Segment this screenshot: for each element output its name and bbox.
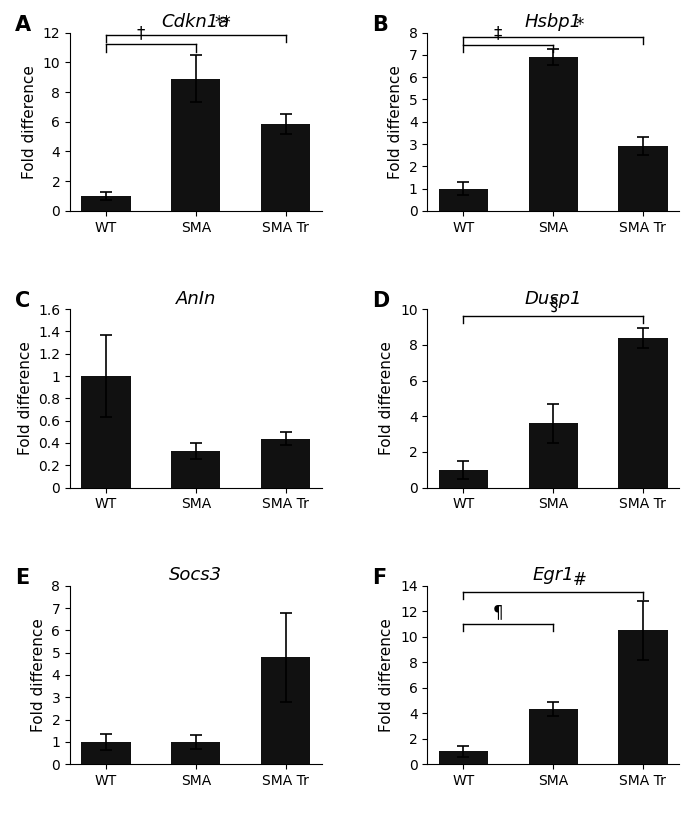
Text: D: D bbox=[372, 291, 389, 311]
Text: §: § bbox=[549, 296, 557, 314]
Text: C: C bbox=[15, 291, 30, 311]
Bar bbox=[261, 657, 310, 764]
Bar bbox=[439, 470, 488, 488]
Y-axis label: Fold difference: Fold difference bbox=[18, 341, 33, 455]
Bar bbox=[439, 189, 488, 211]
Text: A: A bbox=[15, 15, 31, 35]
Title: Cdkn1a: Cdkn1a bbox=[162, 13, 230, 31]
Bar bbox=[81, 742, 131, 764]
Text: E: E bbox=[15, 568, 29, 588]
Bar bbox=[618, 630, 668, 764]
Bar bbox=[261, 438, 310, 488]
Bar bbox=[528, 710, 578, 764]
Text: ‡: ‡ bbox=[494, 24, 502, 42]
Title: Hsbp1: Hsbp1 bbox=[524, 13, 582, 31]
Y-axis label: Fold difference: Fold difference bbox=[379, 341, 394, 455]
Title: Dusp1: Dusp1 bbox=[524, 289, 582, 307]
Text: ¶: ¶ bbox=[492, 603, 503, 621]
Text: †: † bbox=[136, 24, 144, 41]
Title: AnIn: AnIn bbox=[176, 289, 216, 307]
Bar bbox=[81, 376, 131, 488]
Bar bbox=[261, 124, 310, 211]
Bar bbox=[172, 450, 220, 488]
Text: B: B bbox=[372, 15, 388, 35]
Text: F: F bbox=[372, 568, 386, 588]
Y-axis label: Fold difference: Fold difference bbox=[379, 618, 394, 732]
Text: **: ** bbox=[214, 14, 231, 32]
Bar bbox=[618, 146, 668, 211]
Title: Socs3: Socs3 bbox=[169, 566, 223, 585]
Title: Egr1: Egr1 bbox=[533, 566, 574, 585]
Text: #: # bbox=[573, 572, 587, 589]
Bar bbox=[439, 751, 488, 764]
Y-axis label: Fold difference: Fold difference bbox=[22, 65, 37, 179]
Bar bbox=[618, 337, 668, 488]
Bar bbox=[172, 79, 220, 211]
Bar bbox=[172, 742, 220, 764]
Bar bbox=[81, 196, 131, 211]
Y-axis label: Fold difference: Fold difference bbox=[389, 65, 403, 179]
Text: *: * bbox=[576, 16, 584, 34]
Bar bbox=[528, 57, 578, 211]
Bar bbox=[528, 424, 578, 488]
Y-axis label: Fold difference: Fold difference bbox=[31, 618, 46, 732]
